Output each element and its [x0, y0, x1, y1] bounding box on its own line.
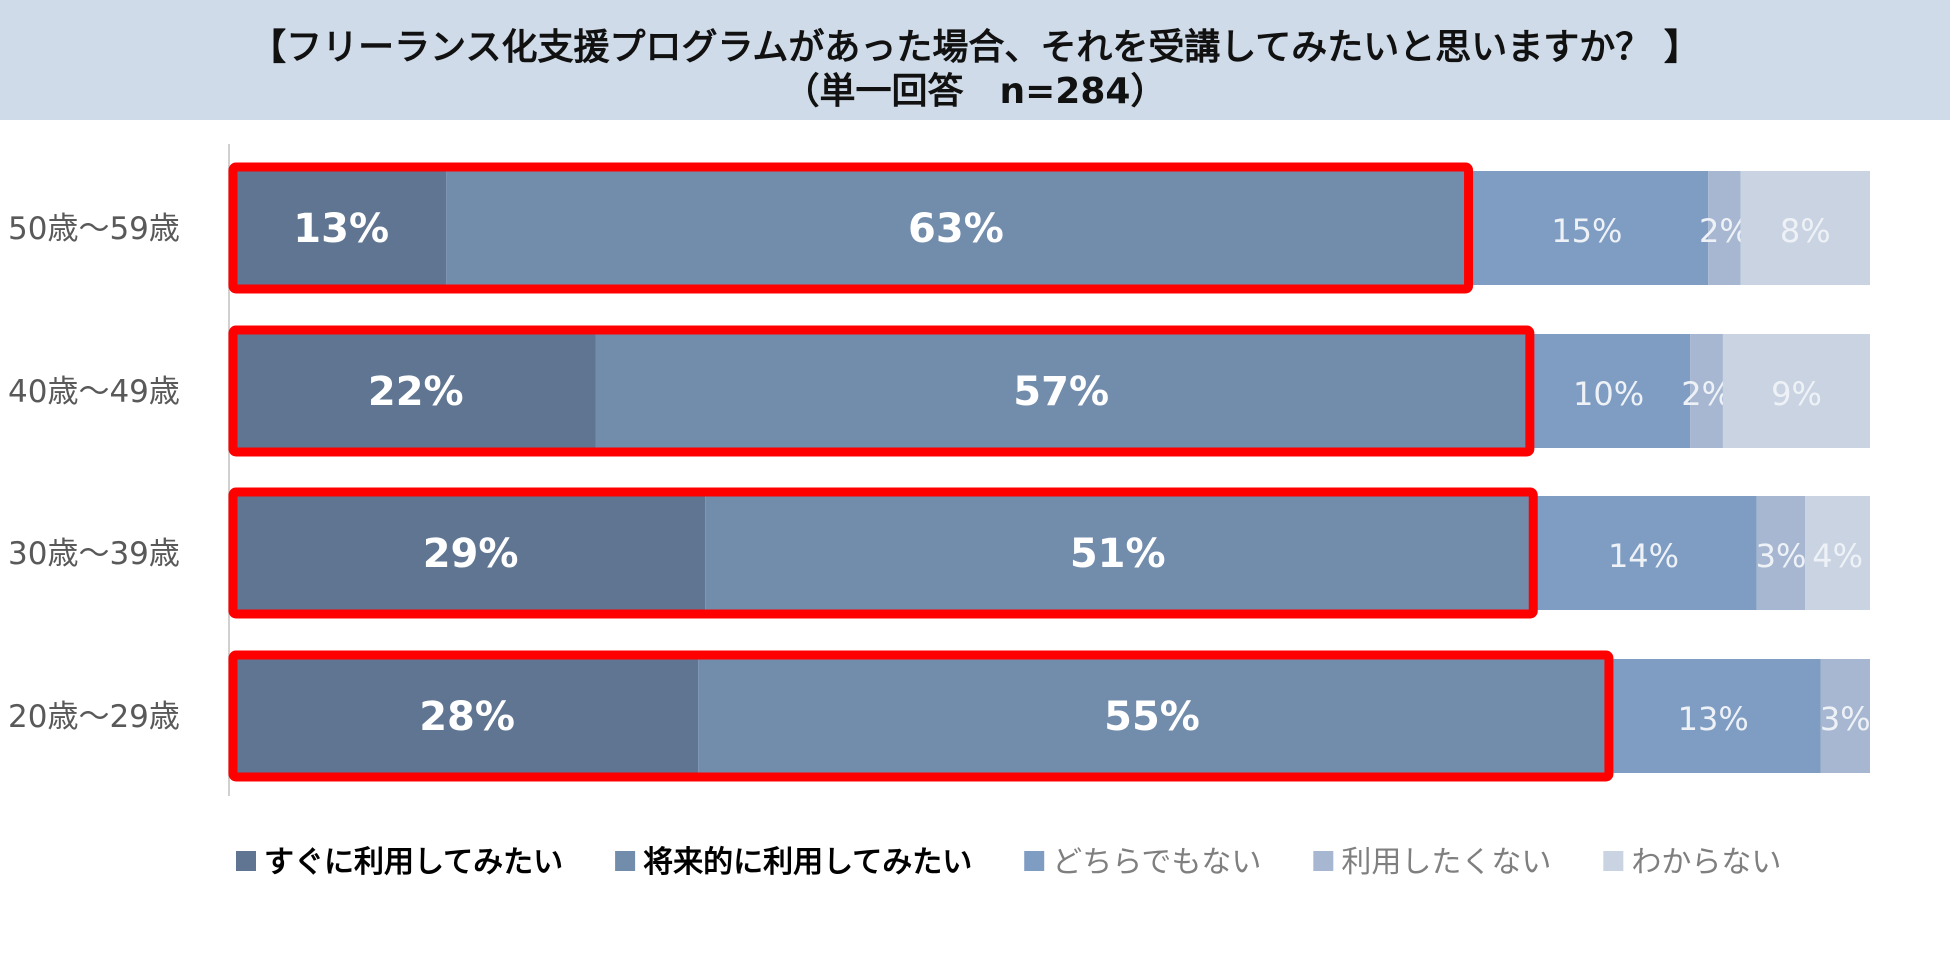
data-label-30-39-s2: 14% [1608, 537, 1679, 575]
legend-swatch-s3 [1313, 851, 1334, 871]
bar-segment-30-39-s4 [1805, 496, 1870, 610]
bar-segment-30-39-s2 [1530, 496, 1757, 610]
data-label-30-39-s4: 4% [1812, 537, 1863, 575]
data-label-50-59-s0: 13% [293, 206, 389, 252]
legend-swatch-s4 [1603, 851, 1624, 871]
data-label-20-29-s1: 55% [1104, 694, 1200, 740]
bar-segment-40-49-s3 [1690, 334, 1723, 448]
bar-segment-50-59-s2 [1465, 171, 1709, 285]
bar-segment-40-49-s4 [1722, 334, 1870, 448]
data-label-40-49-s1: 57% [1013, 369, 1109, 415]
highlight-frame-30-39 [228, 487, 1538, 619]
bar-segment-50-59-s0 [236, 171, 447, 285]
data-label-50-59-s2: 15% [1551, 212, 1622, 250]
legend-swatch-s2 [1024, 851, 1045, 871]
legend-label-s2: どちらでもない [1052, 845, 1261, 880]
data-label-30-39-s3: 3% [1756, 537, 1807, 575]
bar-segment-20-29-s3 [1820, 659, 1870, 773]
legend-label-s3: 利用したくない [1341, 845, 1551, 880]
stacked-bar-chart: 50歳～59歳 13% 63% 15% 2% 8%40歳～49歳 22% 57% 10% 2% 9%… [8, 144, 1871, 880]
chart-subtitle: （単一回答 n=284） [783, 71, 1167, 112]
chart-header: 【フリーランス化支援プログラムがあった場合、それを受講してみたいと思いますか？ … [0, 0, 1950, 120]
chart-title: 【フリーランス化支援プログラムがあった場合、それを受講してみたいと思いますか？ … [250, 27, 1700, 68]
bar-segment-20-29-s2 [1605, 659, 1821, 773]
highlight-frame-20-29 [228, 650, 1614, 782]
bar-segment-50-59-s4 [1740, 171, 1870, 285]
highlight-frame-50-59 [228, 162, 1474, 294]
legend-swatch-s0 [236, 851, 256, 871]
data-label-20-29-s0: 28% [419, 694, 515, 740]
category-label-20-29: 20歳～29歳 [8, 699, 180, 735]
data-label-20-29-s2: 13% [1678, 700, 1749, 738]
data-label-40-49-s2: 10% [1573, 375, 1644, 413]
data-label-40-49-s4: 9% [1771, 375, 1822, 413]
bar-segment-30-39-s0 [236, 496, 706, 610]
data-label-50-59-s4: 8% [1780, 212, 1831, 250]
bar-segment-40-49-s1 [595, 334, 1527, 448]
data-label-20-29-s3: 3% [1820, 700, 1871, 738]
bar-segment-30-39-s1 [705, 496, 1531, 610]
legend-label-s4: わからない [1631, 845, 1781, 880]
legend-label-s0: すぐに利用してみたい [264, 845, 563, 880]
category-label-30-39: 30歳～39歳 [8, 536, 180, 572]
bar-segment-50-59-s3 [1708, 171, 1741, 285]
bar-segment-20-29-s0 [236, 659, 699, 773]
bar-segment-40-49-s2 [1526, 334, 1691, 448]
bar-segment-20-29-s1 [698, 659, 1606, 773]
data-label-40-49-s0: 22% [368, 369, 464, 415]
category-label-40-49: 40歳～49歳 [8, 374, 180, 410]
bar-segment-30-39-s3 [1756, 496, 1806, 610]
bar-segment-40-49-s0 [236, 334, 596, 448]
bar-segment-50-59-s1 [446, 171, 1466, 285]
data-label-50-59-s1: 63% [908, 206, 1004, 252]
category-label-50-59: 50歳～59歳 [8, 211, 180, 247]
legend-swatch-s1 [615, 851, 636, 871]
data-label-30-39-s1: 51% [1070, 531, 1166, 577]
data-label-30-39-s0: 29% [423, 531, 519, 577]
legend-label-s1: 将来的に利用してみたい [643, 845, 972, 880]
highlight-frame-40-49 [228, 325, 1535, 457]
